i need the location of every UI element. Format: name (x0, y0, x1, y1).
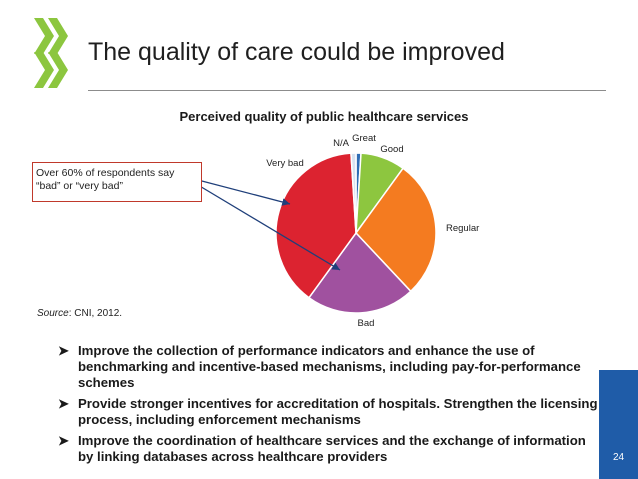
callout-arrow-bad (197, 184, 341, 271)
pie-slice-bad (307, 231, 412, 314)
source-label: Source (37, 308, 69, 319)
oecd-logo (34, 18, 68, 88)
pie-label-great: Great (352, 133, 376, 144)
bullet-text: Improve the collection of performance in… (78, 343, 581, 390)
arrow-bullet-icon: ➤ (58, 343, 69, 358)
bullet-item: ➤ Improve the collection of performance … (58, 343, 598, 391)
arrow-bullet-icon: ➤ (58, 396, 69, 411)
pie-slice-very-bad (275, 152, 357, 299)
bullet-text: Provide stronger incentives for accredit… (78, 396, 598, 427)
pie-label-n-a: N/A (333, 138, 350, 149)
pie-label-bad: Bad (358, 318, 375, 329)
pie-label-very-bad: Very bad (266, 158, 304, 169)
arrow-bullet-icon: ➤ (58, 433, 69, 448)
chart-title: Perceived quality of public healthcare s… (179, 109, 469, 124)
pie-label-regular: Regular (446, 223, 479, 234)
source-note: Source: CNI, 2012. (37, 308, 122, 319)
callout-arrow-very-bad (197, 179, 291, 206)
page-number: 24 (612, 452, 625, 463)
pie-label-good: Good (380, 144, 403, 155)
callout-box: Over 60% of respondents say “bad” or “ve… (32, 162, 202, 202)
page-number-box: 24 (599, 370, 638, 479)
source-text: : CNI, 2012. (68, 308, 123, 319)
slide-title: The quality of care could be improved (88, 38, 505, 66)
bullet-text: Improve the coordination of healthcare s… (78, 433, 586, 464)
bullet-item: ➤ Improve the coordination of healthcare… (58, 433, 598, 465)
bullet-list: ➤ Improve the collection of performance … (58, 343, 598, 470)
pie-slice-n-a (350, 152, 357, 234)
title-divider (88, 90, 606, 91)
bullet-item: ➤ Provide stronger incentives for accred… (58, 396, 598, 428)
pie-slice-regular (355, 167, 437, 293)
